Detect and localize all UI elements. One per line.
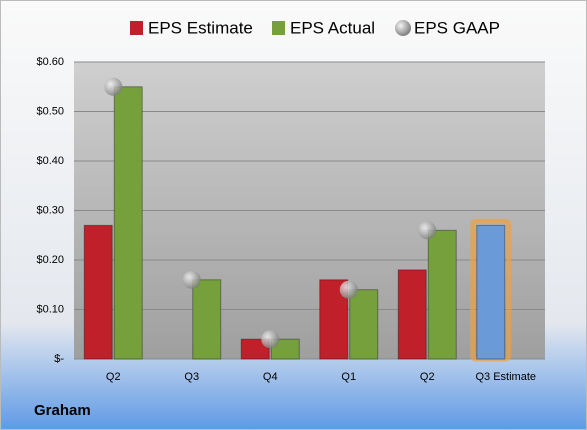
legend-swatch bbox=[130, 21, 143, 35]
legend-label: EPS Actual bbox=[290, 18, 375, 37]
legend-label: EPS Estimate bbox=[148, 18, 253, 37]
legend-label: EPS GAAP bbox=[414, 18, 500, 37]
y-tick-label: $0.30 bbox=[36, 204, 64, 216]
bar bbox=[192, 279, 222, 360]
x-tick-label: Q1 bbox=[341, 371, 356, 383]
legend-swatch bbox=[395, 20, 411, 36]
bar bbox=[397, 269, 427, 360]
x-tick-label: Q4 bbox=[263, 371, 278, 383]
gaap-marker bbox=[182, 270, 201, 289]
gaap-marker bbox=[104, 77, 123, 96]
x-tick-label: Q2 bbox=[106, 371, 121, 383]
bar bbox=[427, 229, 457, 360]
bar bbox=[113, 86, 143, 360]
bar bbox=[349, 289, 379, 360]
bar bbox=[240, 338, 270, 360]
y-tick-label: $0.10 bbox=[36, 303, 64, 315]
bar bbox=[83, 224, 113, 360]
y-tick-label: $0.40 bbox=[36, 155, 64, 167]
company-label: Graham bbox=[34, 402, 91, 419]
y-tick-label: $0.60 bbox=[36, 56, 64, 68]
x-tick-label: Q3 bbox=[184, 371, 199, 383]
y-tick-label: $0.50 bbox=[36, 105, 64, 117]
gaap-marker bbox=[418, 221, 437, 240]
x-tick-label: Q2 bbox=[420, 371, 435, 383]
x-tick-label: Q3 Estimate bbox=[475, 371, 536, 383]
bar bbox=[476, 224, 506, 360]
legend-swatch bbox=[272, 21, 285, 35]
y-tick-label: $0.20 bbox=[36, 254, 64, 266]
gaap-marker bbox=[261, 330, 280, 349]
gaap-marker bbox=[339, 280, 358, 299]
bar bbox=[270, 338, 300, 360]
y-tick-label: $- bbox=[54, 353, 64, 365]
